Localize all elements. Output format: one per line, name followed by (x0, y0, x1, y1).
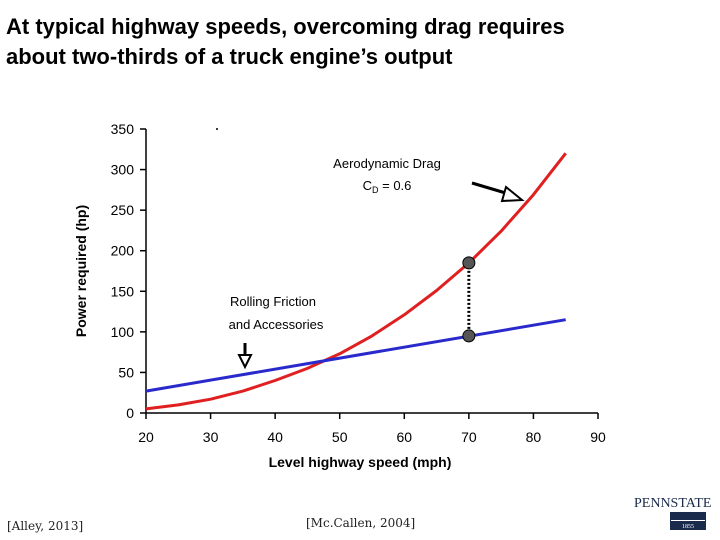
rolling-friction-label-line-2: and Accessories (229, 317, 324, 332)
pennstate-logo-text: PENNSTATE (634, 496, 712, 511)
slide-title-line-1: At typical highway speeds, overcoming dr… (6, 14, 565, 39)
chart-series (145, 152, 567, 411)
y-tick-label: 250 (111, 202, 135, 218)
x-tick-label: 50 (332, 429, 348, 445)
aero-arrow-head (500, 185, 525, 203)
x-axis-label: Level highway speed (mph) (269, 454, 452, 470)
x-tick-label: 60 (396, 429, 412, 445)
y-tick-label: 300 (111, 162, 135, 178)
slide-title: At typical highway speeds, overcoming dr… (6, 12, 706, 72)
aero-arrow (471, 181, 510, 196)
y-tick-label: 0 (126, 405, 134, 421)
x-tick-label: 40 (267, 429, 283, 445)
y-tick-label: 200 (111, 243, 135, 259)
y-axis-label: Power required (hp) (73, 205, 89, 337)
cd-symbol: C (363, 178, 372, 193)
slide-title-line-2: about two-thirds of a truck engine’s out… (6, 44, 453, 69)
aerodynamic-drag-label: Aerodynamic Drag (333, 156, 441, 171)
x-tick-label: 90 (590, 429, 606, 445)
x-tick-label: 80 (526, 429, 542, 445)
x-tick-label: 20 (138, 429, 154, 445)
pennstate-shield-icon: 1855 (670, 512, 706, 530)
drag-coefficient-label: CD = 0.6 (363, 178, 412, 195)
aerodynamic-drag-curve (145, 152, 567, 411)
rolling-friction-line (145, 318, 566, 393)
stray-dot (216, 128, 218, 130)
citation-alley: [Alley, 2013] (7, 519, 84, 533)
power-vs-speed-chart: 0 50 100 150 200 250 300 350 20 30 40 50 60 70 80 90 Lev… (73, 121, 606, 470)
cd-value: = 0.6 (379, 178, 412, 193)
y-tick-label: 50 (118, 364, 134, 380)
chart-axes: 0 50 100 150 200 250 300 350 20 30 40 50 60 70 80 90 Lev… (73, 121, 606, 470)
drag-marker-bottom (462, 329, 476, 343)
citation-mccallen: [Mc.Callen, 2004] (306, 516, 416, 530)
y-tick-label: 350 (111, 121, 135, 137)
y-tick-label: 150 (111, 283, 135, 299)
rolling-friction-label-line-1: Rolling Friction (230, 294, 316, 309)
x-tick-label: 70 (461, 429, 477, 445)
drag-marker-top (462, 256, 476, 270)
rolling-arrow-head (237, 354, 253, 370)
y-tick-label: 100 (111, 324, 135, 340)
chart-annotations: Aerodynamic Drag CD = 0.6 Rolling Fricti… (216, 128, 525, 370)
cd-subscript: D (372, 185, 379, 195)
pennstate-logo: PENNSTATE 1855 (634, 496, 716, 532)
x-tick-label: 30 (203, 429, 219, 445)
pennstate-logo-year: 1855 (682, 524, 694, 530)
